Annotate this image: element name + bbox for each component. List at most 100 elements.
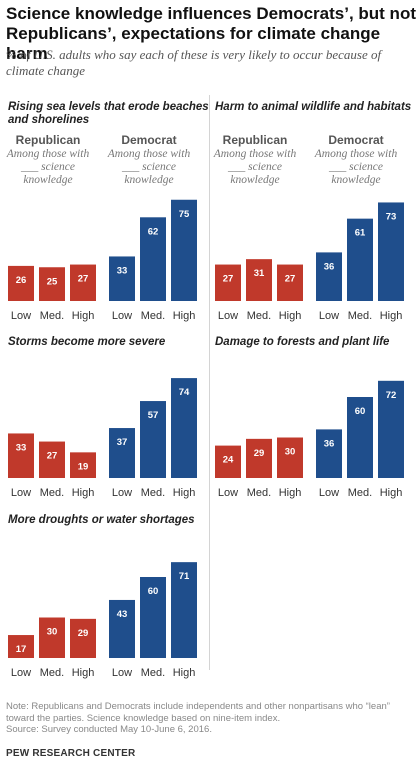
democrat-group-label: Democrat bbox=[328, 133, 384, 147]
panel-storms: Storms become more severe 33 Low 27 Med. 19 H… bbox=[8, 336, 212, 506]
category-tick-label: Low bbox=[218, 310, 238, 322]
democrat-bar bbox=[378, 380, 404, 478]
democrat-group-sublabel: Among those with ___ science knowledge bbox=[107, 148, 191, 186]
bar-value-label: 30 bbox=[285, 447, 296, 458]
bar-value-label: 62 bbox=[148, 226, 159, 237]
bar-value-label: 24 bbox=[223, 455, 234, 466]
category-tick-label: High bbox=[173, 487, 196, 499]
republican-bar bbox=[39, 441, 65, 478]
panel-droughts: More droughts or water shortages 17 Low 30… bbox=[8, 514, 212, 686]
bar-value-label: 75 bbox=[179, 209, 190, 220]
bar-value-label: 60 bbox=[148, 586, 159, 597]
category-tick-label: Med. bbox=[40, 310, 64, 322]
republican-bar bbox=[70, 618, 96, 658]
category-tick-label: Low bbox=[11, 667, 31, 679]
category-tick-label: High bbox=[72, 310, 95, 322]
democrat-bar bbox=[109, 256, 135, 301]
category-tick-label: High bbox=[380, 310, 403, 322]
category-tick-label: Low bbox=[112, 310, 132, 322]
republican-group-sublabel: Among those with ___ science knowledge bbox=[213, 148, 297, 186]
category-tick-label: High bbox=[173, 310, 196, 322]
panel-title: More droughts or water shortages bbox=[8, 514, 195, 526]
bar-value-label: 37 bbox=[117, 437, 128, 448]
bar-value-label: 25 bbox=[47, 276, 58, 287]
republican-bar bbox=[215, 264, 241, 301]
bar-value-label: 73 bbox=[386, 211, 397, 222]
democrat-bar bbox=[109, 428, 135, 478]
category-tick-label: High bbox=[279, 487, 302, 499]
bar-value-label: 57 bbox=[148, 410, 159, 421]
bar-value-label: 27 bbox=[47, 451, 58, 462]
bar-value-label: 72 bbox=[386, 390, 397, 401]
category-tick-label: High bbox=[173, 667, 196, 679]
chart-title: Science knowledge influences Democrats’,… bbox=[6, 4, 416, 63]
category-tick-label: High bbox=[380, 487, 403, 499]
panel-title: Harm to animal wildlife and habitats bbox=[215, 101, 412, 113]
bar-chart: 24 Low 29 Med. 30 High 36 Low 60 Med. 72 High bbox=[215, 380, 404, 499]
bar-value-label: 33 bbox=[16, 442, 27, 453]
republican-group-label: Republican bbox=[15, 133, 81, 147]
footer-source: PEW RESEARCH CENTER bbox=[6, 748, 136, 759]
democrat-group-sublabel: Among those with ___ science knowledge bbox=[314, 148, 398, 186]
note-text: Note: Republicans and Democrats include … bbox=[6, 701, 390, 724]
republican-bar bbox=[8, 635, 34, 658]
republican-group-label: Republican bbox=[222, 133, 288, 147]
bar-chart: 17 Low 30 Med. 29 High 43 Low 60 Med. 71 High bbox=[8, 562, 197, 679]
bar-value-label: 29 bbox=[78, 628, 89, 639]
bar-value-label: 60 bbox=[355, 406, 366, 417]
category-tick-label: Med. bbox=[141, 487, 165, 499]
category-tick-label: High bbox=[72, 487, 95, 499]
bar-value-label: 26 bbox=[16, 275, 27, 286]
republican-group-sublabel: Among those with ___ science knowledge bbox=[6, 148, 90, 186]
category-tick-label: High bbox=[279, 310, 302, 322]
democrat-bar bbox=[316, 429, 342, 478]
republican-bar bbox=[277, 264, 303, 301]
column-divider bbox=[209, 95, 210, 670]
category-tick-label: Med. bbox=[247, 310, 271, 322]
source-text: Source: Survey conducted May 10-June 6, … bbox=[6, 724, 212, 735]
bar-value-label: 61 bbox=[355, 228, 366, 239]
republican-bar bbox=[70, 452, 96, 478]
bar-value-label: 19 bbox=[78, 461, 89, 472]
category-tick-label: Low bbox=[112, 487, 132, 499]
bar-value-label: 33 bbox=[117, 265, 128, 276]
bar-value-label: 74 bbox=[179, 387, 190, 398]
category-tick-label: Med. bbox=[348, 487, 372, 499]
category-tick-label: Low bbox=[319, 310, 339, 322]
democrat-bar bbox=[140, 401, 166, 478]
bar-value-label: 27 bbox=[285, 274, 296, 285]
bar-chart: 26 Low 25 Med. 27 High 33 Low 62 Med. 75 High bbox=[8, 199, 197, 322]
democrat-bar bbox=[109, 599, 135, 658]
panel-sea-levels: Rising sea levels that erode beaches and… bbox=[6, 101, 212, 329]
panel-wildlife-habitats: Harm to animal wildlife and habitats Rep… bbox=[213, 101, 419, 329]
panel-title: Damage to forests and plant life bbox=[215, 336, 390, 348]
democrat-bar bbox=[171, 378, 197, 478]
category-tick-label: Low bbox=[319, 487, 339, 499]
panel-forests: Damage to forests and plant life 24 Low 29… bbox=[215, 336, 419, 506]
category-tick-label: Med. bbox=[40, 667, 64, 679]
bar-chart: 33 Low 27 Med. 19 High 37 Low 57 Med. 74 High bbox=[8, 378, 197, 499]
bar-value-label: 36 bbox=[324, 438, 335, 449]
democrat-bar bbox=[171, 562, 197, 658]
republican-bar bbox=[39, 617, 65, 658]
bar-value-label: 43 bbox=[117, 609, 128, 620]
democrat-bar bbox=[347, 218, 373, 301]
notes: Note: Republicans and Democrats include … bbox=[6, 701, 414, 736]
bar-chart: 27 Low 31 Med. 27 High 36 Low 61 Med. 73 High bbox=[215, 202, 404, 322]
category-tick-label: Low bbox=[112, 667, 132, 679]
republican-bar bbox=[8, 265, 34, 301]
republican-bar bbox=[277, 437, 303, 478]
bar-value-label: 17 bbox=[16, 644, 27, 655]
democrat-bar bbox=[140, 577, 166, 658]
bar-value-label: 27 bbox=[223, 274, 234, 285]
bar-value-label: 27 bbox=[78, 274, 89, 285]
category-tick-label: Low bbox=[11, 310, 31, 322]
category-tick-label: Low bbox=[11, 487, 31, 499]
chart-subtitle: % of U.S. adults who say each of these i… bbox=[6, 47, 382, 78]
democrat-bar bbox=[140, 217, 166, 301]
bar-value-label: 31 bbox=[254, 268, 265, 279]
category-tick-label: Med. bbox=[348, 310, 372, 322]
democrat-bar bbox=[171, 199, 197, 301]
republican-bar bbox=[215, 445, 241, 478]
republican-bar bbox=[246, 259, 272, 301]
